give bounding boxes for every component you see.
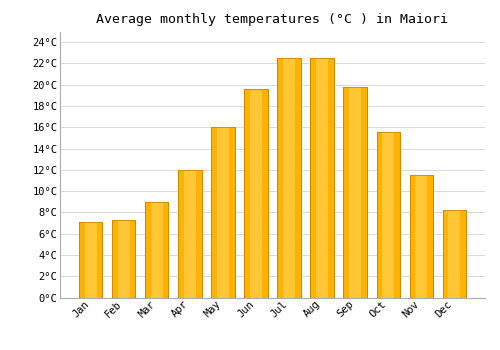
Bar [146,202,169,298]
Bar [216,127,230,298]
Bar [112,220,136,298]
Bar [414,175,428,298]
Bar [378,132,398,298]
Bar [310,58,334,298]
Bar [282,58,296,298]
Bar [81,222,100,298]
Bar [376,132,400,298]
Bar [118,220,130,298]
Bar [146,202,169,298]
Bar [212,127,234,298]
Bar [376,132,400,298]
Bar [184,170,196,298]
Bar [244,89,268,298]
Bar [412,175,431,298]
Bar [112,220,136,298]
Bar [278,58,300,298]
Bar [80,222,102,298]
Bar [410,175,432,298]
Bar [312,58,332,298]
Bar [180,170,200,298]
Bar [212,127,234,298]
Bar [344,87,366,298]
Bar [150,202,164,298]
Bar [213,127,233,298]
Bar [244,89,268,298]
Bar [442,210,466,298]
Bar [344,87,366,298]
Title: Average monthly temperatures (°C ) in Maiori: Average monthly temperatures (°C ) in Ma… [96,13,448,26]
Bar [250,89,262,298]
Bar [279,58,299,298]
Bar [147,202,167,298]
Bar [348,87,362,298]
Bar [246,89,266,298]
Bar [178,170,202,298]
Bar [444,210,464,298]
Bar [178,170,202,298]
Bar [316,58,328,298]
Bar [410,175,432,298]
Bar [448,210,460,298]
Bar [382,132,394,298]
Bar [84,222,97,298]
Bar [80,222,102,298]
Bar [278,58,300,298]
Bar [345,87,365,298]
Bar [310,58,334,298]
Bar [114,220,134,298]
Bar [442,210,466,298]
